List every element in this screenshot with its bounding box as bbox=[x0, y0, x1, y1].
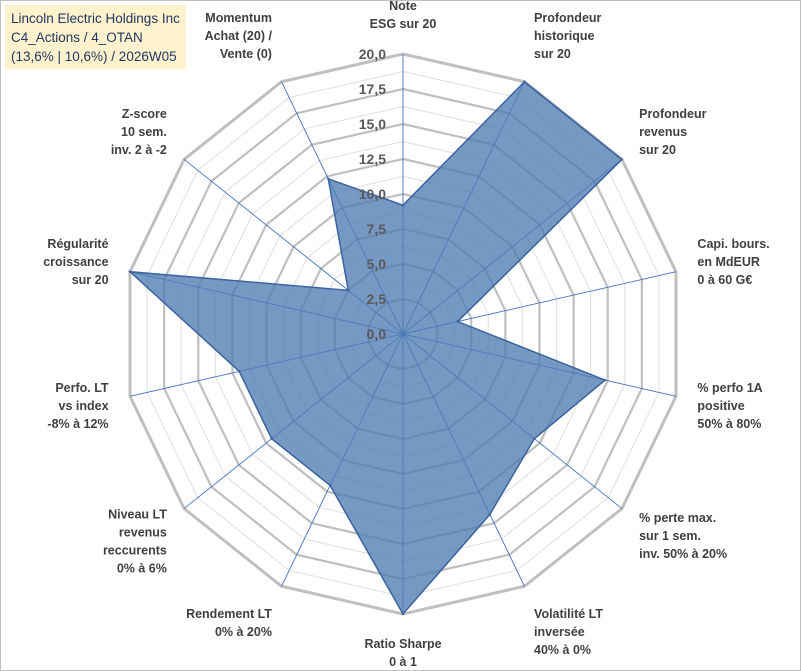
chart-title-line-stats: (13,6% | 10,6%) / 2026W05 bbox=[11, 49, 177, 64]
data-point bbox=[270, 437, 273, 440]
axis-label-line: 10 sem. bbox=[121, 125, 167, 139]
axis-label-line: Niveau LT bbox=[108, 508, 167, 522]
axis-label: Profondeur revenus sur 20 bbox=[639, 107, 706, 157]
axis-label-line: Achat (20) / bbox=[205, 29, 273, 43]
data-point bbox=[620, 158, 624, 161]
axis-label-line: historique bbox=[534, 29, 594, 43]
axis-label-line: inversée bbox=[534, 625, 585, 639]
data-point bbox=[603, 378, 607, 382]
data-point bbox=[238, 370, 241, 373]
axis-label: Note ESG sur 20 bbox=[370, 1, 437, 31]
axis-label-line: vs index bbox=[59, 399, 109, 413]
radial-tick-label: 15,0 bbox=[359, 116, 386, 132]
tick-label-layer: 0,0 2,5 5,0 7,5 10,0 12,5 15,0 17,5 20,0 bbox=[359, 46, 386, 342]
axis-label: Ratio Sharpe 0 à 1 bbox=[364, 637, 441, 669]
radial-tick-label: 0,0 bbox=[367, 326, 387, 342]
chart-title-line-category: C4_Actions / 4_OTAN bbox=[11, 30, 143, 45]
axis-label-line: sur 20 bbox=[639, 143, 676, 157]
axis-label-line: Z-score bbox=[122, 107, 167, 121]
axis-label-line: ESG sur 20 bbox=[370, 17, 437, 31]
axis-label-line: Régularité bbox=[47, 237, 108, 251]
axis-label-line: 0 à 60 G€ bbox=[697, 273, 752, 287]
axis-label-line: inv. 50% à 20% bbox=[639, 547, 727, 561]
data-point bbox=[401, 204, 405, 207]
axis-label: % perfo 1A positive 50% à 80% bbox=[697, 381, 762, 431]
axis-label-layer: Note ESG sur 20 Profondeur historique sur 20… bbox=[43, 1, 769, 669]
data-point bbox=[401, 612, 405, 616]
axis-label: Niveau LT revenus reccurents 0% à 6% bbox=[103, 508, 167, 576]
axis-label-line: inv. 2 à -2 bbox=[111, 143, 167, 157]
axis-label-line: Momentum bbox=[205, 11, 272, 25]
axis-label-line: 0% à 6% bbox=[117, 562, 167, 576]
radial-tick-label: 12,5 bbox=[359, 151, 386, 167]
axis-label-line: reccurents bbox=[103, 544, 167, 558]
axis-label-line: croissance bbox=[43, 255, 108, 269]
axis-label-line: Note bbox=[389, 1, 417, 13]
axis-label: Volatilité LT inversée 40% à 0% bbox=[534, 607, 603, 657]
axis-label: Capi. bours. en MdEUR 0 à 60 G€ bbox=[697, 237, 769, 287]
chart-title-line-company: Lincoln Electric Holdings Inc bbox=[11, 11, 180, 26]
axis-label: Momentum Achat (20) / Vente (0) bbox=[205, 11, 273, 61]
axis-label-line: 40% à 0% bbox=[534, 643, 591, 657]
axis-label-line: sur 20 bbox=[72, 273, 109, 287]
radial-tick-label: 10,0 bbox=[359, 186, 386, 202]
axis-label-line: % perte max. bbox=[639, 511, 716, 525]
axis-label-line: sur 1 sem. bbox=[639, 529, 701, 543]
data-point bbox=[327, 177, 330, 181]
axis-label-line: % perfo 1A bbox=[697, 381, 762, 395]
radial-tick-label: 2,5 bbox=[367, 291, 387, 307]
radial-tick-label: 20,0 bbox=[359, 46, 386, 62]
axis-label-line: Perfo. LT bbox=[55, 381, 109, 395]
data-point bbox=[128, 270, 132, 273]
axis-label: Régularité croissance sur 20 bbox=[43, 237, 108, 287]
axis-label-line: en MdEUR bbox=[697, 255, 760, 269]
data-point bbox=[533, 437, 536, 440]
radial-tick-label: 17,5 bbox=[359, 81, 386, 97]
axis-label-line: sur 20 bbox=[534, 47, 571, 61]
chart-title-box: Lincoln Electric Holdings Inc C4_Actions… bbox=[5, 5, 186, 69]
data-point bbox=[328, 484, 332, 487]
series-layer bbox=[127, 80, 624, 616]
axis-label-line: Vente (0) bbox=[220, 47, 272, 61]
axis-label-line: Rendement LT bbox=[186, 607, 272, 621]
axis-label-line: revenus bbox=[639, 125, 687, 139]
axis-label-line: Profondeur bbox=[639, 107, 706, 121]
data-point bbox=[488, 513, 492, 516]
axis-label: Perfo. LT vs index -8% à 12% bbox=[47, 381, 109, 431]
axis-label-line: revenus bbox=[119, 526, 167, 540]
axis-label: Rendement LT 0% à 20% bbox=[186, 607, 272, 639]
axis-label-line: -8% à 12% bbox=[47, 417, 108, 431]
axis-label-line: 50% à 80% bbox=[697, 417, 761, 431]
axis-label-line: 0% à 20% bbox=[215, 625, 272, 639]
axis-label-line: Ratio Sharpe bbox=[364, 637, 441, 651]
axis-label: % perte max. sur 1 sem. inv. 50% à 20% bbox=[639, 511, 727, 561]
radial-tick-label: 5,0 bbox=[367, 256, 387, 272]
axis-label-line: Profondeur bbox=[534, 11, 601, 25]
data-point bbox=[456, 320, 459, 323]
axis-label-line: Volatilité LT bbox=[534, 607, 603, 621]
data-point bbox=[347, 289, 350, 292]
axis-label-line: Capi. bours. bbox=[697, 237, 769, 251]
axis-label-line: 0 à 1 bbox=[389, 655, 417, 669]
data-point bbox=[523, 80, 526, 83]
axis-label: Profondeur historique sur 20 bbox=[534, 11, 601, 61]
axis-label: Z-score 10 sem. inv. 2 à -2 bbox=[111, 107, 167, 157]
radial-tick-label: 7,5 bbox=[367, 221, 387, 237]
axis-label-line: positive bbox=[697, 399, 744, 413]
